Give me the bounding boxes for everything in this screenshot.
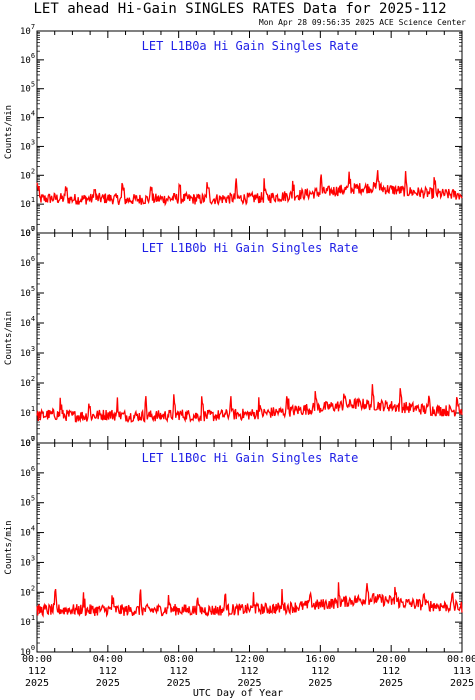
y-axis-label: Counts/min [4,311,14,365]
x-tick-time-label: 20:00 [376,654,406,665]
series-line [36,170,463,207]
y-axis-label: Counts/min [4,105,14,159]
x-tick-day-label: 112 [382,666,400,677]
x-tick-day-label: 112 [170,666,188,677]
y-tick-label: 104 [20,110,35,124]
y-tick-label: 102 [20,584,35,598]
y-axis-label: Counts/min [4,520,14,574]
y-tick-label: 105 [20,81,35,95]
x-tick-time-label: 00:00 [22,654,52,665]
y-tick-label: 107 [20,225,35,239]
x-tick-day-label: 113 [453,666,471,677]
x-tick-year-label: 2025 [450,678,474,689]
x-tick-year-label: 2025 [308,678,332,689]
panel-3: 100 101 102 103 104 105 106 107 Counts/min LET L1… [4,435,463,658]
y-tick-label: 101 [20,614,35,628]
panel-2: 100 101 102 103 104 105 106 107 Counts/min LET L1… [4,225,463,449]
y-tick-label: 100 [20,644,35,658]
y-tick-label: 105 [20,285,35,299]
panel-1: 100 101 102 103 104 105 106 107 Counts/min LET L1… [4,23,463,239]
x-axis-label: UTC Day of Year [193,688,283,699]
y-tick-label: 104 [20,315,35,329]
timestamp-label: Mon Apr 28 09:56:35 2025 ACE Science Cen… [259,18,466,27]
x-tick-day-label: 112 [240,666,258,677]
y-tick-label: 100 [20,435,35,449]
y-tick-label: 106 [20,465,35,479]
panels-group: 100 101 102 103 104 105 106 107 Counts/min LET L1… [4,23,463,658]
y-tick-label: 103 [20,554,35,568]
figure-title: LET ahead Hi-Gain SINGLES RATES Data for… [33,1,446,17]
x-tick-day-label: 112 [99,666,117,677]
panel-title: LET L1B0c Hi Gain Singles Rate [142,451,359,465]
y-tick-label: 103 [20,345,35,359]
y-tick-label: 105 [20,495,35,509]
x-tick-year-label: 2025 [25,678,49,689]
y-tick-label: 101 [20,196,35,210]
panel-title: LET L1B0b Hi Gain Singles Rate [142,241,359,255]
x-tick-year-label: 2025 [237,678,261,689]
y-tick-label: 106 [20,255,35,269]
y-tick-label: 100 [20,225,35,239]
y-tick-label: 102 [20,375,35,389]
y-tick-label: 107 [20,435,35,449]
panel-title: LET L1B0a Hi Gain Singles Rate [142,39,359,53]
x-tick-time-label: 00:00 [447,654,475,665]
x-tick-time-label: 08:00 [164,654,194,665]
x-axis-group: 00:00112202504:00112202508:00112202512:0… [22,654,475,689]
x-tick-day-label: 112 [311,666,329,677]
y-tick-label: 104 [20,525,35,539]
x-tick-year-label: 2025 [96,678,120,689]
x-tick-year-label: 2025 [167,678,191,689]
y-tick-label: 103 [20,138,35,152]
y-tick-label: 102 [20,167,35,181]
y-tick-label: 107 [20,23,35,37]
series-line [36,384,463,424]
x-tick-time-label: 16:00 [305,654,335,665]
y-tick-label: 101 [20,405,35,419]
x-tick-time-label: 04:00 [93,654,123,665]
x-tick-time-label: 12:00 [234,654,264,665]
x-tick-day-label: 112 [28,666,46,677]
y-tick-label: 106 [20,52,35,66]
series-line [36,582,463,618]
x-tick-year-label: 2025 [379,678,403,689]
